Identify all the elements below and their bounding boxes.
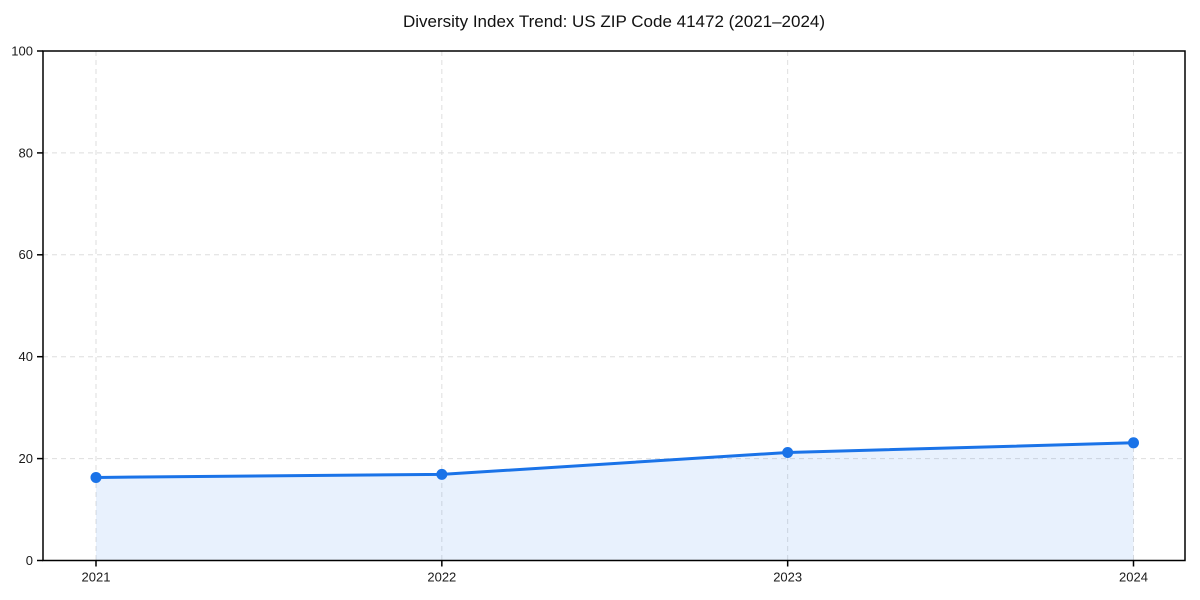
chart-title: Diversity Index Trend: US ZIP Code 41472… [402,12,826,31]
y-tick-label: 60 [19,247,33,262]
x-tick-label: 2023 [773,570,802,585]
y-tick-label: 20 [19,451,33,466]
axis-spine-box [42,50,1186,562]
y-tick-label: 0 [26,553,33,568]
x-tick-label: 2022 [427,570,456,585]
x-tick-label: 2021 [82,570,111,585]
y-tick-label: 100 [11,43,33,58]
data-point-marker [90,471,102,483]
trend-line [94,441,1135,479]
data-point-marker [1128,437,1139,449]
y-tick-label: 80 [19,145,33,160]
y-tick-label: 40 [19,349,33,364]
data-point-marker [782,446,794,458]
x-tick-label: 2024 [1119,570,1148,585]
area-fill [96,442,1134,561]
data-point-marker [436,468,448,480]
